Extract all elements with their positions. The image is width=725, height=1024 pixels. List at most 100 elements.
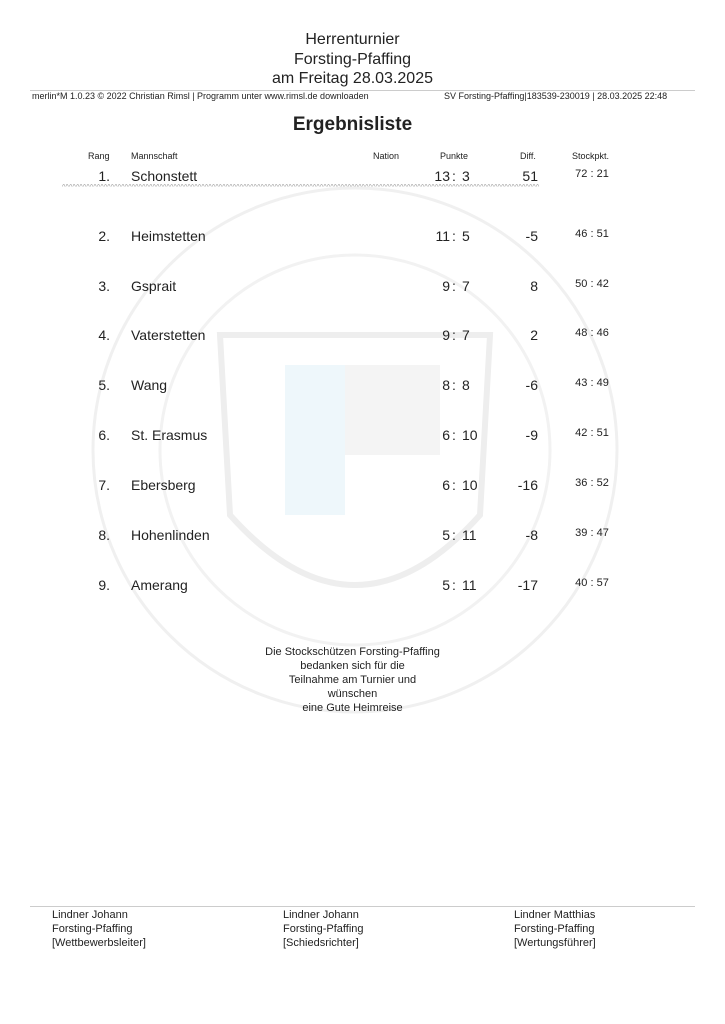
doc-title-line2: Forsting-Pfaffing [293, 51, 412, 68]
team-cell: St. Erasmus [131, 427, 208, 443]
points-lost-cell: 5 [462, 228, 470, 244]
table-row: 9. Amerang 5:11 -17 40 : 57 [0, 577, 725, 597]
team-cell: Heimstetten [131, 228, 206, 244]
col-rang: Rang [88, 151, 110, 161]
stockpunkte-cell: 50 : 42 [575, 278, 609, 290]
team-cell: Vaterstetten [131, 327, 206, 343]
sig-name: Lindner Johann [52, 909, 128, 921]
team-cell: Schonstett [131, 168, 198, 184]
points-won-cell: 5 [442, 577, 450, 593]
rank-cell: 9. [98, 577, 110, 593]
points-colon: : [452, 477, 456, 493]
thank-you-message: Die Stockschützen Forsting-Pfaffing beda… [0, 645, 705, 715]
points-colon: : [452, 278, 456, 294]
points-lost-cell: 3 [462, 168, 470, 184]
sig-name: Lindner Johann [283, 909, 359, 921]
stockpunkte-cell: 36 : 52 [575, 477, 609, 489]
sig-club: Forsting-Pfaffing [283, 923, 364, 935]
points-lost-cell: 10 [462, 427, 478, 443]
table-row: 7. Ebersberg 6:10 -16 36 : 52 [0, 477, 725, 497]
points-colon: : [452, 427, 456, 443]
team-cell: Gsprait [131, 278, 177, 294]
winner-separator: ^^^^^^^^^^^^^^^^^^^^^^^^^^^^^^^^^^^^^^^^… [62, 184, 540, 191]
rank-cell: 7. [98, 477, 110, 493]
header-divider [30, 90, 695, 91]
col-nation: Nation [373, 151, 400, 161]
sig-club: Forsting-Pfaffing [52, 923, 133, 935]
rank-cell: 4. [98, 327, 110, 343]
col-mannschaft: Mannschaft [131, 151, 178, 161]
stockpunkte-cell: 39 : 47 [575, 527, 609, 539]
points-colon: : [452, 168, 456, 184]
club-logo-watermark [91, 186, 619, 714]
stockpunkte-cell: 72 : 21 [575, 168, 609, 180]
points-won-cell: 9 [442, 278, 450, 294]
points-lost-cell: 8 [462, 377, 470, 393]
stockpunkte-cell: 48 : 46 [575, 327, 609, 339]
col-punkte: Punkte [440, 151, 469, 161]
table-row: 1. Schonstett 13:3 51 72 : 21 [0, 168, 725, 188]
event-info: SV Forsting-Pfaffing|183539-230019 | 28.… [444, 91, 668, 101]
rank-cell: 8. [98, 527, 110, 543]
stockpunkte-cell: 40 : 57 [575, 577, 609, 589]
rank-cell: 6. [98, 427, 110, 443]
points-colon: : [452, 327, 456, 343]
points-won-cell: 6 [442, 477, 450, 493]
table-row: 6. St. Erasmus 6:10 -9 42 : 51 [0, 427, 725, 447]
table-row: 5. Wang 8:8 -6 43 : 49 [0, 377, 725, 397]
software-info: merlin*M 1.0.23 © 2022 Christian Rimsl |… [32, 91, 369, 101]
diff-cell: -17 [517, 577, 538, 593]
signature-wertungsfuehrer: Lindner Matthias Forsting-Pfaffing [Wert… [514, 908, 596, 950]
table-row: 8. Hohenlinden 5:11 -8 39 : 47 [0, 527, 725, 547]
message-line: Teilnahme am Turnier und [288, 674, 417, 686]
table-row: 2. Heimstetten 11:5 -5 46 : 51 [0, 228, 725, 248]
doc-title-date: am Freitag 28.03.2025 [272, 70, 433, 87]
team-cell: Hohenlinden [131, 527, 210, 543]
points-colon: : [452, 228, 456, 244]
rank-cell: 3. [98, 278, 110, 294]
message-line: Die Stockschützen Forsting-Pfaffing [265, 646, 440, 658]
points-won-cell: 6 [442, 427, 450, 443]
sig-role: [Schiedsrichter] [283, 937, 359, 949]
points-lost-cell: 11 [462, 577, 477, 593]
stockpunkte-cell: 43 : 49 [575, 377, 609, 389]
message-line: bedanken sich für die [300, 660, 405, 672]
diff-cell: -16 [517, 477, 538, 493]
diff-cell: -6 [525, 377, 538, 393]
signature-schiedsrichter: Lindner Johann Forsting-Pfaffing [Schied… [283, 908, 364, 950]
points-won-cell: 9 [442, 327, 450, 343]
points-won-cell: 11 [435, 228, 450, 244]
points-lost-cell: 11 [462, 527, 477, 543]
points-colon: : [452, 527, 456, 543]
diff-cell: 8 [530, 278, 538, 294]
rank-cell: 5. [98, 377, 110, 393]
col-diff: Diff. [520, 151, 536, 161]
table-row: 4. Vaterstetten 9:7 2 48 : 46 [0, 327, 725, 347]
points-colon: : [452, 377, 456, 393]
team-cell: Amerang [131, 577, 188, 593]
stockpunkte-cell: 42 : 51 [575, 427, 609, 439]
message-line: wünschen [327, 688, 378, 700]
stockpunkte-cell: 46 : 51 [575, 228, 609, 240]
points-won-cell: 8 [442, 377, 450, 393]
doc-title-line1: Herrenturnier [305, 31, 400, 48]
sig-role: [Wettbewerbsleiter] [52, 937, 146, 949]
table-row: 3. Gsprait 9:7 8 50 : 42 [0, 278, 725, 298]
sig-role: [Wertungsführer] [514, 937, 596, 949]
points-lost-cell: 10 [462, 477, 478, 493]
points-lost-cell: 7 [462, 327, 470, 343]
diff-cell: 51 [522, 168, 538, 184]
sig-name: Lindner Matthias [514, 909, 596, 921]
rank-cell: 1. [98, 168, 110, 184]
diff-cell: -8 [525, 527, 538, 543]
points-lost-cell: 7 [462, 278, 470, 294]
list-title: Ergebnisliste [292, 114, 413, 135]
points-won-cell: 5 [442, 527, 450, 543]
diff-cell: 2 [530, 327, 538, 343]
diff-cell: -9 [525, 427, 538, 443]
diff-cell: -5 [525, 228, 538, 244]
rank-cell: 2. [98, 228, 110, 244]
points-won-cell: 13 [434, 168, 450, 184]
message-line: eine Gute Heimreise [302, 702, 403, 714]
